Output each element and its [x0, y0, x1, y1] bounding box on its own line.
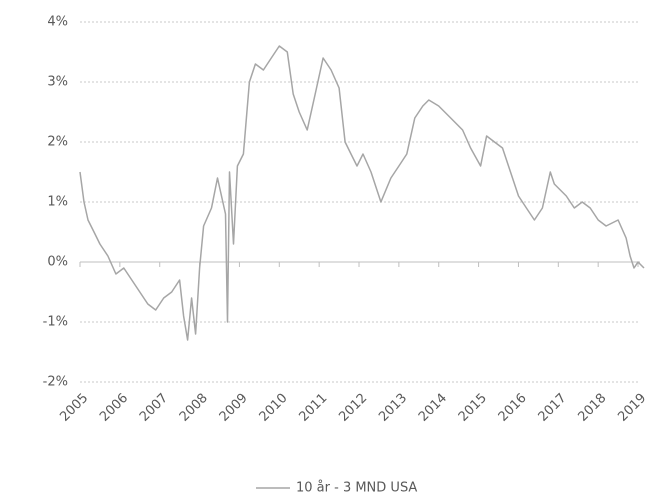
x-tick-label: 2013: [376, 391, 410, 425]
x-tick-label: 2008: [177, 391, 211, 425]
y-tick-label: 0%: [47, 255, 68, 270]
y-tick-label: 1%: [47, 195, 68, 210]
x-tick-label: 2017: [536, 391, 570, 425]
x-tick-label: 2011: [296, 391, 330, 425]
y-tick-label: 4%: [47, 15, 68, 30]
x-tick-label: 2012: [336, 391, 370, 425]
y-tick-label: -2%: [43, 375, 68, 390]
x-tick-label: 2010: [257, 391, 291, 425]
x-tick-label: 2016: [496, 391, 530, 425]
x-tick-label: 2018: [575, 391, 609, 425]
y-tick-label: -1%: [43, 315, 68, 330]
x-tick-label: 2019: [615, 391, 649, 425]
x-tick-label: 2005: [57, 391, 91, 425]
x-tick-label: 2014: [416, 391, 450, 425]
y-tick-label: 2%: [47, 135, 68, 150]
x-tick-label: 2006: [97, 391, 131, 425]
x-tick-label: 2007: [137, 391, 171, 425]
y-tick-label: 3%: [47, 75, 68, 90]
data-line: [79, 45, 645, 341]
x-tick-label: 2009: [217, 391, 251, 425]
legend-label: 10 år - 3 MND USA: [296, 481, 417, 496]
x-tick-label: 2015: [456, 391, 490, 425]
